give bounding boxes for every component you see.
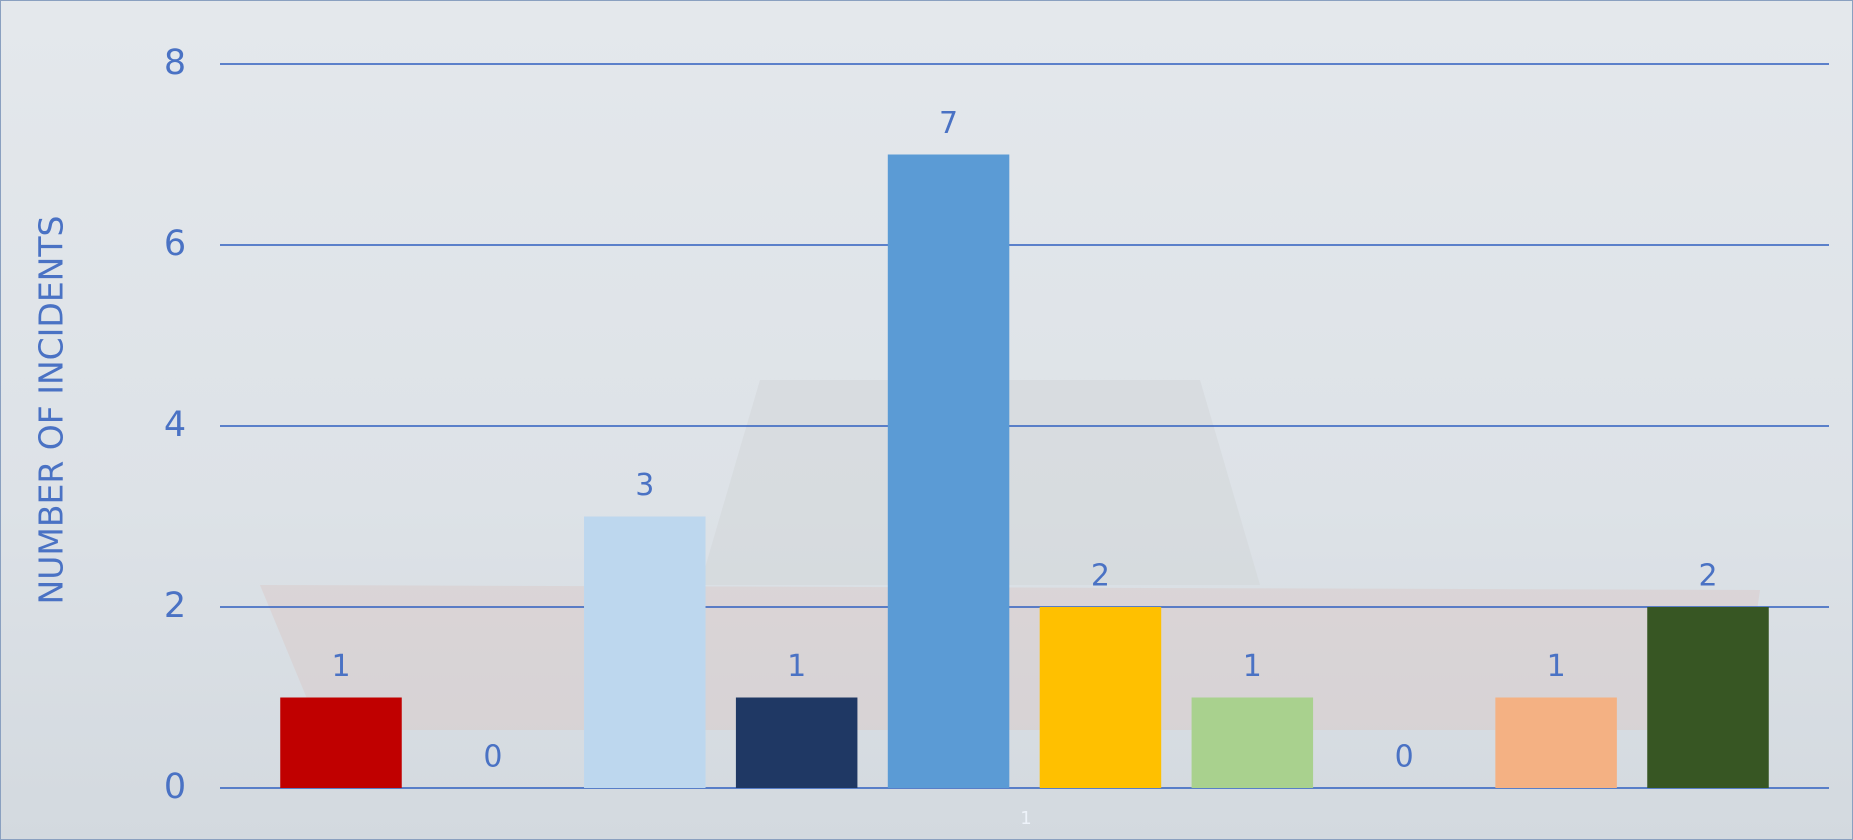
bar [280,697,402,788]
data-label: 0 [1395,740,1414,775]
data-label: 7 [939,106,958,141]
bar [887,154,1010,788]
bar [735,697,858,788]
y-tick-label: 4 [164,405,186,445]
data-label: 2 [1698,559,1717,594]
y-axis-title: NUMBER OF INCIDENTS [32,216,71,605]
y-tick-label: 8 [164,43,186,83]
bar [1647,607,1769,788]
data-label: 1 [1243,649,1262,684]
bar [1495,697,1617,788]
y-tick-label: 0 [164,767,186,807]
data-label: 1 [1547,649,1566,684]
bar [1039,607,1162,788]
y-tick-label: 2 [164,586,186,626]
bar [1191,697,1314,788]
data-label: 1 [787,649,806,684]
data-label: 2 [1091,559,1110,594]
y-tick-label: 6 [164,224,186,264]
data-label: 0 [483,740,502,775]
data-label: 3 [635,468,654,503]
x-tick-label: 1 [1020,808,1031,829]
bar [584,516,706,788]
data-label: 1 [331,649,350,684]
